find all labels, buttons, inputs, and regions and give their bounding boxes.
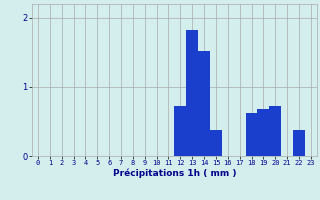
X-axis label: Précipitations 1h ( mm ): Précipitations 1h ( mm ) [113, 169, 236, 178]
Bar [198, 51, 210, 156]
Bar [269, 106, 281, 156]
Bar [174, 106, 186, 156]
Bar [210, 130, 222, 156]
Bar [293, 130, 305, 156]
Bar [246, 113, 258, 156]
Bar [258, 109, 269, 156]
Bar [186, 30, 198, 156]
